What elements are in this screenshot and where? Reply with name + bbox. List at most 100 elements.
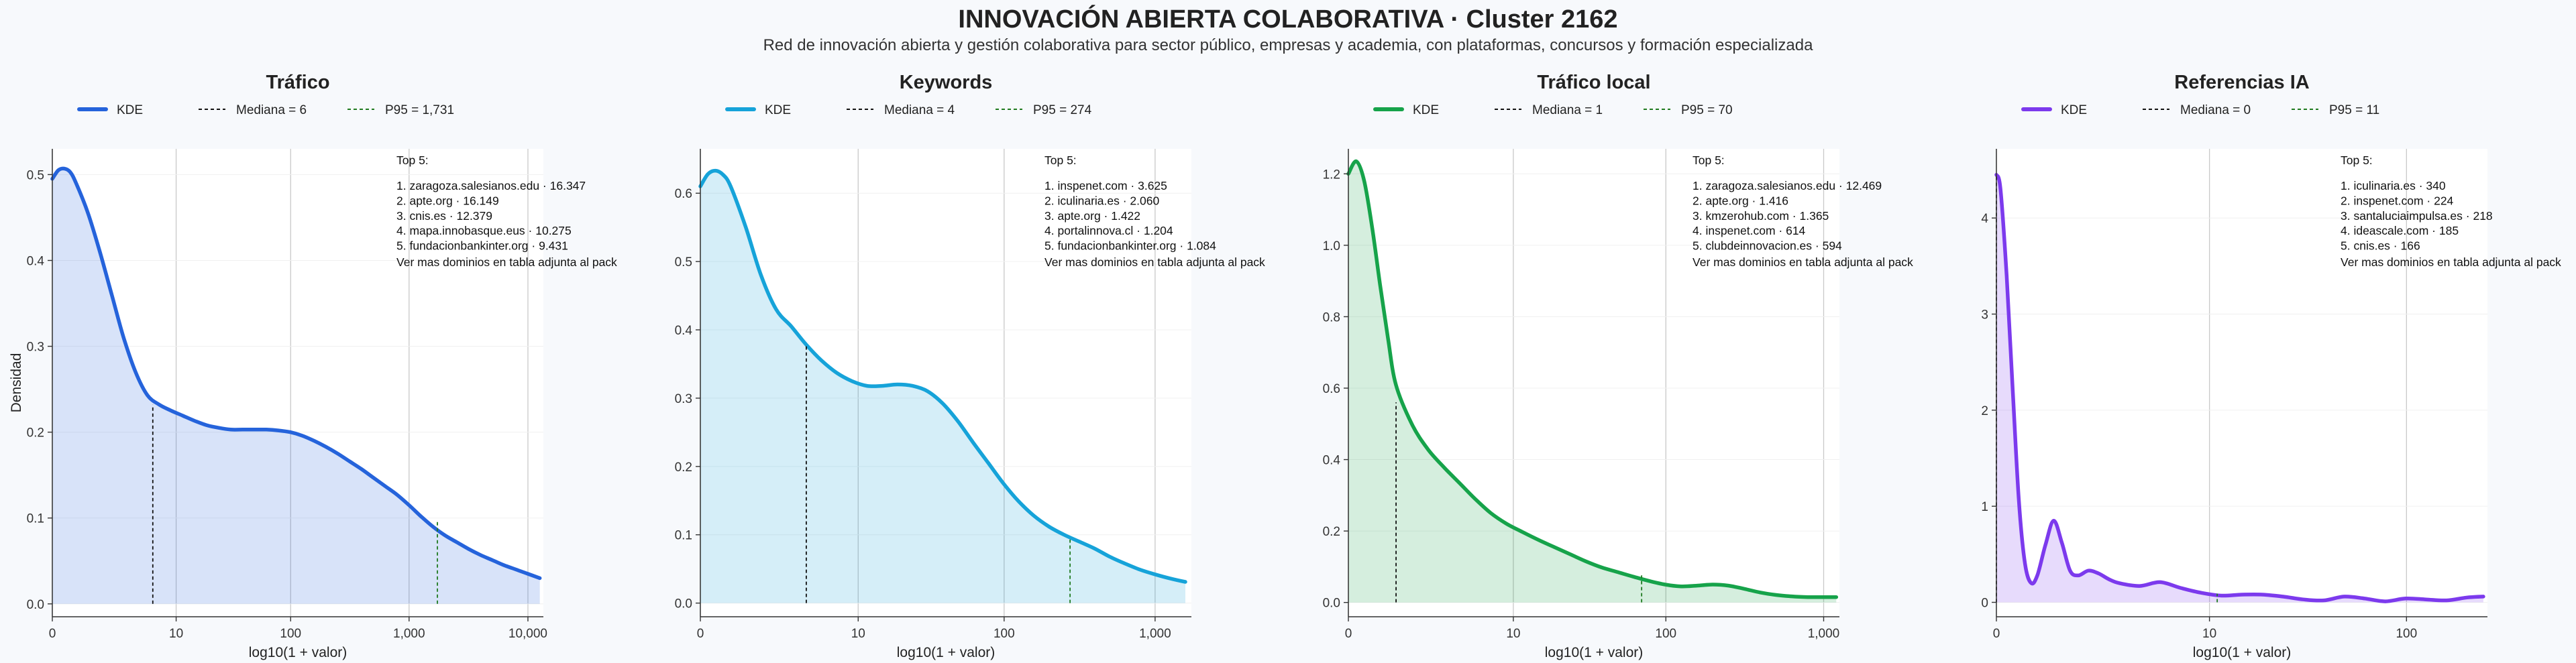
plot-area: [700, 149, 1191, 617]
top5-box: Top 5: 1. iculinaria.es · 340 2. inspenet.…: [2341, 154, 2561, 269]
plot-area: [52, 149, 543, 617]
legend-label-kde: KDE: [117, 103, 143, 117]
x-tick-label: 0: [1345, 627, 1352, 641]
page-title: INNOVACIÓN ABIERTA COLABORATIVA · Cluste…: [958, 5, 1618, 34]
x-tick-label: 10: [851, 627, 865, 641]
legend-label-median: Mediana = 1: [1532, 103, 1603, 117]
top5-heading: Top 5:: [1044, 154, 1077, 167]
y-tick-label: 0.4: [27, 254, 45, 268]
kde-line: [698, 168, 1187, 584]
top5-item: 2. inspenet.com · 224: [2341, 194, 2454, 207]
top5-item: 3. cnis.es · 12.379: [396, 209, 492, 223]
y-tick-label: 0.1: [27, 512, 44, 526]
x-axis-label: log10(1 + valor): [1545, 645, 1644, 660]
y-tick-label: 0.2: [675, 461, 692, 475]
top5-item: 1. zaragoza.salesianos.edu · 16.347: [396, 179, 586, 192]
x-tick-label: 100: [994, 627, 1015, 641]
panel-title: Tráfico: [266, 72, 329, 93]
x-tick-label: 100: [2396, 627, 2417, 641]
top5-item: 5. clubdeinnovacion.es · 594: [1693, 239, 1842, 253]
x-tick-label: 0: [49, 627, 56, 641]
y-axis-label: Densidad: [9, 353, 24, 413]
x-tick-label: 1,000: [393, 627, 425, 641]
top5-heading: Top 5:: [396, 154, 429, 167]
kde-area: [1348, 161, 1837, 603]
y-tick-label: 0.1: [675, 529, 692, 543]
panel-trafico-local: 0 10 100 1,000 0.0 0.2 0.4 0.6 0.8 1.0 1.2 log10(1 …: [1323, 72, 1913, 660]
panel-keywords: 0 10 100 1,000 0.0 0.1 0.2 0.3 0.4 0.5 0.6 log10(1 …: [675, 72, 1265, 660]
y-tick-label: 0: [1981, 597, 1988, 611]
top5-heading: Top 5:: [1693, 154, 1725, 167]
legend-label-median: Mediana = 6: [236, 103, 307, 117]
y-tick-label: 1.2: [1323, 168, 1340, 182]
x-tick-label: 10: [169, 627, 183, 641]
y-tick-label: 3: [1981, 308, 1988, 322]
x-tick-label: 10: [2202, 627, 2216, 641]
kde-area: [700, 170, 1185, 603]
y-tick-label: 0.5: [675, 255, 692, 269]
legend: KDE Mediana = 4 P95 = 274: [725, 103, 1092, 117]
legend-label-kde: KDE: [2061, 103, 2087, 117]
top5-footer: Ver mas dominios en tabla adjunta al pac…: [1044, 255, 1265, 269]
y-tick-label: 2: [1981, 404, 1988, 418]
y-tick-label: 0.6: [675, 187, 692, 201]
y-tick-label: 0.4: [1323, 454, 1341, 468]
plot-area: [1996, 149, 2487, 617]
y-tick-label: 0.8: [1323, 310, 1340, 324]
x-tick-label: 100: [280, 627, 301, 641]
y-tick-label: 0.2: [27, 426, 44, 440]
panel-referencias-ia: 0 10 100 0 1 2 3 4 log10(1 + valor) Referencias I…: [1981, 72, 2561, 660]
kde-area: [52, 168, 540, 604]
legend-label-median: Mediana = 4: [884, 103, 955, 117]
x-tick-label: 1,000: [1139, 627, 1171, 641]
x-tick-label: 100: [1655, 627, 1676, 641]
top5-footer: Ver mas dominios en tabla adjunta al pac…: [2341, 255, 2561, 269]
top5-heading: Top 5:: [2341, 154, 2373, 167]
top5-item: 4. inspenet.com · 614: [1693, 224, 1806, 237]
y-tick-label: 0.5: [27, 168, 44, 182]
panel-title: Keywords: [900, 72, 993, 93]
panel-title: Tráfico local: [1537, 72, 1650, 93]
y-tick-label: 4: [1981, 212, 1988, 226]
kde-line: [1994, 172, 2485, 603]
top5-item: 2. apte.org · 1.416: [1693, 194, 1788, 207]
legend-label-p95: P95 = 11: [2329, 103, 2379, 117]
x-tick-label: 10,000: [508, 627, 547, 641]
legend-label-kde: KDE: [1413, 103, 1439, 117]
top5-box: Top 5: 1. inspenet.com · 3.625 2. iculinar…: [1044, 154, 1265, 269]
top5-footer: Ver mas dominios en tabla adjunta al pac…: [396, 255, 617, 269]
y-tick-label: 0.3: [27, 341, 44, 355]
panel-trafico: 0 10 100 1,000 10,000 0.0 0.1 0.2 0.3 0.4 0.5 log10…: [9, 72, 617, 660]
top5-footer: Ver mas dominios en tabla adjunta al pac…: [1693, 255, 1913, 269]
y-tick-label: 0.6: [1323, 382, 1340, 396]
top5-item: 5. fundacionbankinter.org · 9.431: [396, 239, 568, 253]
legend-label-median: Mediana = 0: [2180, 103, 2251, 117]
panel-title: Referencias IA: [2174, 72, 2310, 93]
x-axis-label: log10(1 + valor): [2193, 645, 2292, 660]
y-tick-label: 0.0: [675, 597, 692, 611]
legend: KDE Mediana = 1 P95 = 70: [1373, 103, 1733, 117]
top5-item: 4. ideascale.com · 185: [2341, 224, 2459, 237]
kde-line: [50, 166, 542, 581]
top5-item: 2. apte.org · 16.149: [396, 194, 499, 207]
top5-item: 1. iculinaria.es · 340: [2341, 179, 2446, 192]
top5-item: 3. apte.org · 1.422: [1044, 209, 1140, 223]
kde-area: [1996, 174, 2483, 603]
y-tick-label: 1.0: [1323, 239, 1340, 253]
page-subtitle: Red de innovación abierta y gestión cola…: [763, 36, 1813, 54]
kde-line: [1346, 159, 1839, 599]
x-tick-label: 1,000: [1808, 627, 1840, 641]
y-tick-label: 0.4: [675, 324, 693, 338]
legend-label-p95: P95 = 274: [1033, 103, 1092, 117]
top5-box: Top 5: 1. zaragoza.salesianos.edu · 16.34…: [396, 154, 617, 269]
legend-label-p95: P95 = 70: [1681, 103, 1733, 117]
y-tick-label: 0.0: [27, 598, 44, 612]
y-tick-label: 0.0: [1323, 597, 1340, 611]
top5-item: 5. cnis.es · 166: [2341, 239, 2420, 253]
y-tick-label: 0.2: [1323, 525, 1340, 539]
top5-item: 4. portalinnova.cl · 1.204: [1044, 224, 1173, 237]
top5-item: 3. kmzerohub.com · 1.365: [1693, 209, 1829, 223]
top5-item: 2. iculinaria.es · 2.060: [1044, 194, 1159, 207]
x-tick-label: 10: [1506, 627, 1520, 641]
